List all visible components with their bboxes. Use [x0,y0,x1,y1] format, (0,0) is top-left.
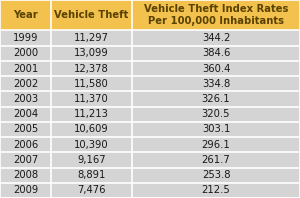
Bar [132,0,300,30]
Text: 2000: 2000 [13,48,38,58]
Bar [51,91,132,107]
Bar [51,30,132,46]
Bar [0,46,51,61]
Text: 12,378: 12,378 [74,64,109,73]
Text: 11,370: 11,370 [74,94,109,104]
Text: 2005: 2005 [13,125,38,134]
Text: 360.4: 360.4 [202,64,230,73]
Bar [0,61,51,76]
Text: 10,609: 10,609 [74,125,109,134]
Bar [0,122,51,137]
Bar [51,122,132,137]
Bar [51,183,132,198]
Text: 13,099: 13,099 [74,48,109,58]
Bar [0,30,51,46]
Bar [132,76,300,91]
Text: 11,297: 11,297 [74,33,109,43]
Bar [132,152,300,168]
Bar [0,76,51,91]
Bar [51,61,132,76]
Text: 334.8: 334.8 [202,79,230,89]
Text: 2002: 2002 [13,79,38,89]
Text: 2007: 2007 [13,155,38,165]
Bar [132,46,300,61]
Bar [51,168,132,183]
Text: 326.1: 326.1 [202,94,230,104]
Text: 261.7: 261.7 [202,155,230,165]
Bar [132,183,300,198]
Text: Vehicle Theft: Vehicle Theft [54,10,129,20]
Text: 1999: 1999 [13,33,38,43]
Text: 9,167: 9,167 [77,155,106,165]
Text: 2004: 2004 [13,109,38,119]
Bar [51,137,132,152]
Text: 2001: 2001 [13,64,38,73]
Text: 303.1: 303.1 [202,125,230,134]
Text: 320.5: 320.5 [202,109,230,119]
Bar [132,30,300,46]
Text: Vehicle Theft Index Rates
Per 100,000 Inhabitants: Vehicle Theft Index Rates Per 100,000 In… [144,4,288,26]
Text: 2006: 2006 [13,140,38,150]
Text: 8,891: 8,891 [77,170,106,180]
Bar [132,61,300,76]
Text: 344.2: 344.2 [202,33,230,43]
Bar [51,0,132,30]
Text: 296.1: 296.1 [202,140,230,150]
Bar [0,168,51,183]
Bar [0,91,51,107]
Bar [0,0,51,30]
Text: 2008: 2008 [13,170,38,180]
Bar [0,137,51,152]
Bar [51,46,132,61]
Text: 11,580: 11,580 [74,79,109,89]
Bar [132,122,300,137]
Text: 384.6: 384.6 [202,48,230,58]
Text: Year: Year [13,10,38,20]
Bar [51,107,132,122]
Bar [132,91,300,107]
Text: 7,476: 7,476 [77,185,106,195]
Text: 212.5: 212.5 [202,185,230,195]
Bar [132,168,300,183]
Text: 2003: 2003 [13,94,38,104]
Bar [0,107,51,122]
Text: 10,390: 10,390 [74,140,109,150]
Text: 2009: 2009 [13,185,38,195]
Bar [0,183,51,198]
Text: 11,213: 11,213 [74,109,109,119]
Bar [132,137,300,152]
Bar [51,76,132,91]
Bar [132,107,300,122]
Text: 253.8: 253.8 [202,170,230,180]
Bar [51,152,132,168]
Bar [0,152,51,168]
